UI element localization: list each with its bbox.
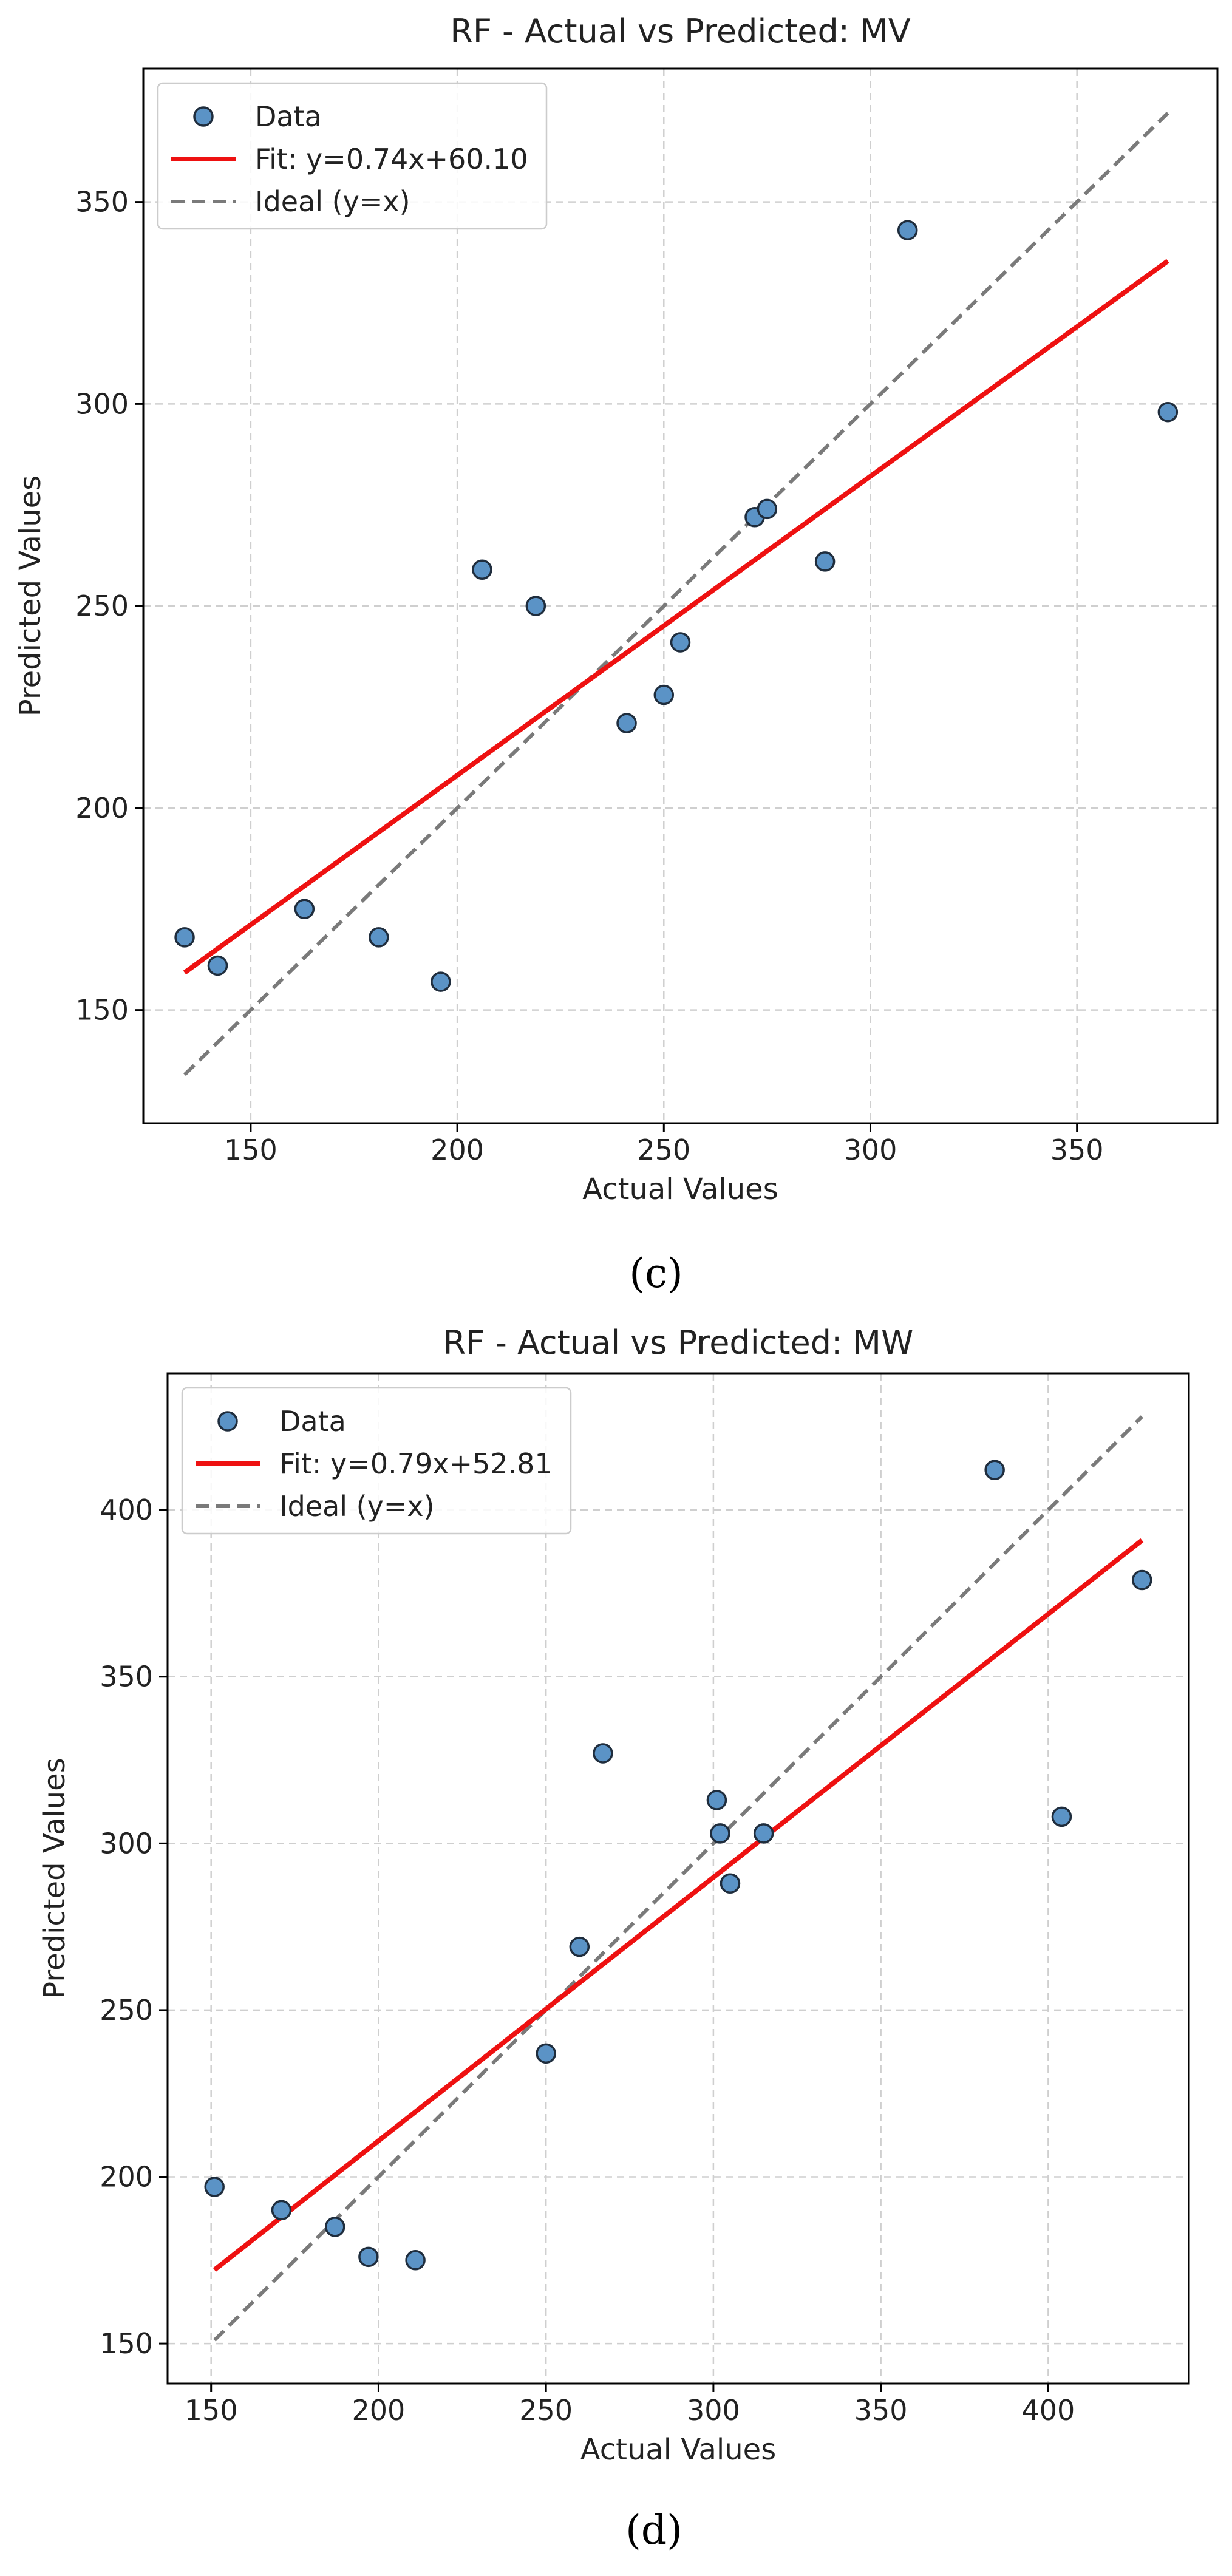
data-point [294, 899, 315, 920]
data-point [271, 2200, 292, 2221]
data-point [753, 1823, 774, 1844]
y-tick-label: 350 [75, 186, 129, 219]
ideal-line [213, 1415, 1143, 2342]
data-point [670, 632, 691, 653]
data-point [536, 2043, 556, 2064]
x-tick-label: 350 [854, 2394, 908, 2427]
legend-label: Fit: y=0.74x+60.10 [255, 143, 528, 175]
data-point [653, 684, 675, 705]
data-point [431, 971, 451, 992]
data-point [472, 559, 492, 580]
legend-label: Fit: y=0.79x+52.81 [279, 1447, 553, 1480]
y-tick-label: 300 [100, 1827, 153, 1860]
y-tick-label: 350 [100, 1660, 153, 1693]
legend-marker-data [193, 106, 214, 127]
legend-box [181, 1387, 572, 1535]
data-point [1051, 1806, 1072, 1827]
x-tick-label: 150 [224, 1133, 277, 1166]
data-point [710, 1823, 730, 1844]
data-point [720, 1873, 741, 1894]
fit-line [213, 1538, 1144, 2272]
data-point [204, 2177, 225, 2197]
y-axis-label: Predicted Values [38, 1758, 72, 1999]
x-tick-label: 200 [431, 1133, 484, 1166]
y-tick-label: 250 [75, 590, 129, 622]
fit-line [183, 259, 1169, 975]
data-point [757, 498, 778, 520]
x-tick-label: 350 [1050, 1133, 1104, 1166]
x-tick-label: 300 [844, 1133, 897, 1166]
chart-panel-c: 150 200 250 300 350 150 200 250 300 350 RF - Actua… [13, 12, 1219, 1297]
y-tick-label: 200 [75, 792, 129, 824]
x-tick-label: 200 [352, 2394, 406, 2427]
x-tick-label: 400 [1021, 2394, 1075, 2427]
plot-frame [166, 1372, 1190, 2385]
legend: Data Fit: y=0.74x+60.10 Ideal (y=x) [157, 82, 548, 230]
data-point [897, 220, 918, 240]
legend: Data Fit: y=0.79x+52.81 Ideal (y=x) [181, 1387, 572, 1535]
data-point [174, 927, 195, 948]
x-axis-label: Actual Values [582, 1172, 778, 1206]
legend-label: Data [279, 1405, 346, 1438]
legend-label: Data [255, 100, 322, 133]
panel-caption: (c) [629, 1250, 682, 1297]
data-point [1132, 1569, 1152, 1591]
legend-box [157, 82, 548, 230]
data-point [593, 1743, 613, 1764]
data-point [525, 596, 546, 616]
y-tick-label: 150 [75, 994, 129, 1027]
data-point [207, 955, 228, 976]
grid [143, 69, 1217, 1123]
data-point [358, 2246, 379, 2268]
legend-marker-data [217, 1411, 238, 1432]
legend-label: Ideal (y=x) [255, 185, 410, 218]
x-axis-label: Actual Values [580, 2433, 776, 2467]
y-tick-label: 300 [75, 387, 129, 420]
y-tick-label: 200 [100, 2161, 153, 2194]
data-point [984, 1460, 1005, 1481]
data-point [369, 927, 389, 948]
panel-caption: (d) [625, 2507, 682, 2554]
data-point [405, 2250, 426, 2271]
data-point [1157, 401, 1179, 423]
grid [168, 1373, 1189, 2384]
plot-frame [142, 67, 1219, 1124]
chart-title: RF - Actual vs Predicted: MV [450, 12, 910, 50]
y-tick-label: 400 [100, 1494, 153, 1526]
data-point [814, 551, 836, 572]
x-tick-label: 150 [185, 2394, 238, 2427]
data-point [706, 1790, 727, 1810]
x-tick-label: 300 [687, 2394, 740, 2427]
legend-label: Ideal (y=x) [279, 1490, 435, 1523]
ideal-line [183, 112, 1169, 1076]
chart-panel-d: 150 200 250 300 350 400 150 200 250 300 350 400 RF -… [38, 1324, 1190, 2554]
y-tick-label: 150 [100, 2327, 153, 2360]
y-axis-label: Predicted Values [13, 475, 47, 716]
chart-title: RF - Actual vs Predicted: MW [443, 1324, 914, 1362]
data-point [324, 2217, 345, 2237]
x-tick-label: 250 [519, 2394, 573, 2427]
x-tick-label: 250 [637, 1133, 690, 1166]
data-point [616, 713, 637, 733]
y-tick-label: 250 [100, 1994, 153, 2027]
data-point [569, 1936, 590, 1957]
